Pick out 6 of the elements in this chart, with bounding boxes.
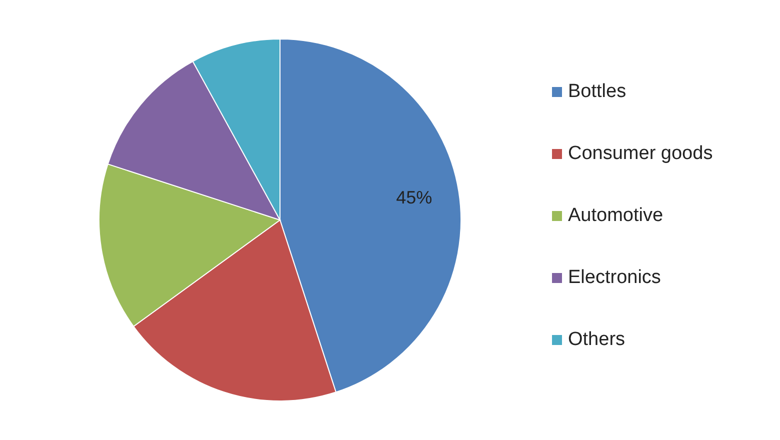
legend-label: Others [568, 329, 626, 350]
legend-label: Bottles [568, 81, 626, 102]
legend-label: Consumer goods [568, 143, 713, 164]
legend-label: Automotive [568, 205, 664, 226]
legend-label: Electronics [568, 267, 661, 288]
data-label: 45% [396, 188, 432, 208]
